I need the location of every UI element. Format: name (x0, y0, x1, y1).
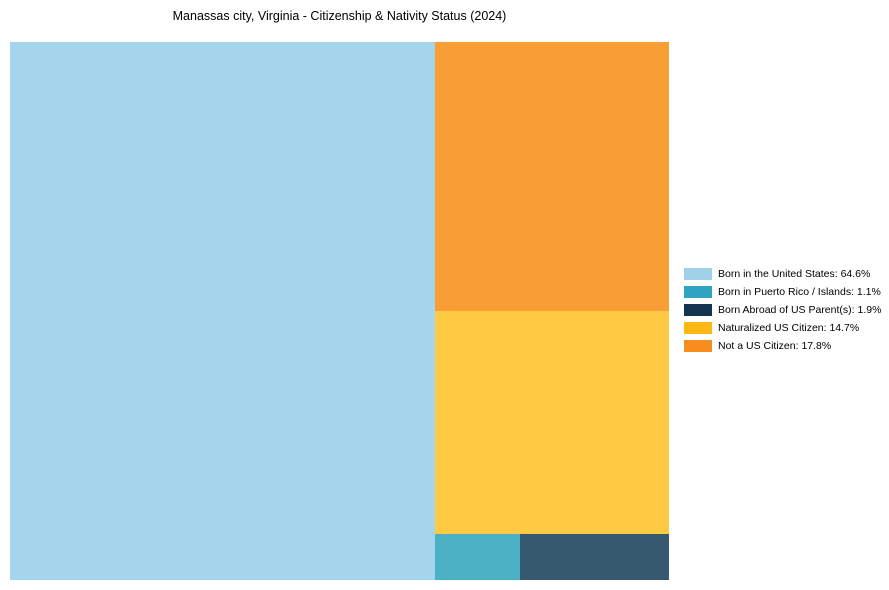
legend-label: Naturalized US Citizen: 14.7% (718, 322, 860, 334)
treemap-cell-born-puerto-rico[interactable] (435, 534, 520, 580)
treemap-cell-not-us-citizen[interactable] (435, 42, 669, 311)
treemap-cell-naturalized-citizen[interactable] (435, 311, 669, 534)
chart-title: Manassas city, Virginia - Citizenship & … (172, 9, 507, 23)
legend: Born in the United States: 64.6% Born in … (684, 265, 881, 355)
legend-item-not-us-citizen[interactable]: Not a US Citizen: 17.8% (684, 337, 881, 355)
legend-swatch-born-puerto-rico (684, 286, 712, 298)
legend-swatch-naturalized-citizen (684, 322, 712, 334)
treemap-cell-born-abroad-us-parents[interactable] (520, 534, 669, 580)
legend-item-born-puerto-rico[interactable]: Born in Puerto Rico / Islands: 1.1% (684, 283, 881, 301)
treemap-plot-area (10, 42, 669, 580)
treemap-cell-born-us[interactable] (10, 42, 435, 580)
legend-label: Born in Puerto Rico / Islands: 1.1% (718, 286, 881, 298)
legend-swatch-born-us (684, 268, 712, 280)
legend-item-born-abroad-us-parents[interactable]: Born Abroad of US Parent(s): 1.9% (684, 301, 881, 319)
legend-swatch-not-us-citizen (684, 340, 712, 352)
legend-item-naturalized-citizen[interactable]: Naturalized US Citizen: 14.7% (684, 319, 881, 337)
legend-swatch-born-abroad-us-parents (684, 304, 712, 316)
legend-label: Born Abroad of US Parent(s): 1.9% (718, 304, 882, 316)
legend-item-born-us[interactable]: Born in the United States: 64.6% (684, 265, 881, 283)
legend-label: Not a US Citizen: 17.8% (718, 340, 832, 352)
legend-label: Born in the United States: 64.6% (718, 268, 871, 280)
